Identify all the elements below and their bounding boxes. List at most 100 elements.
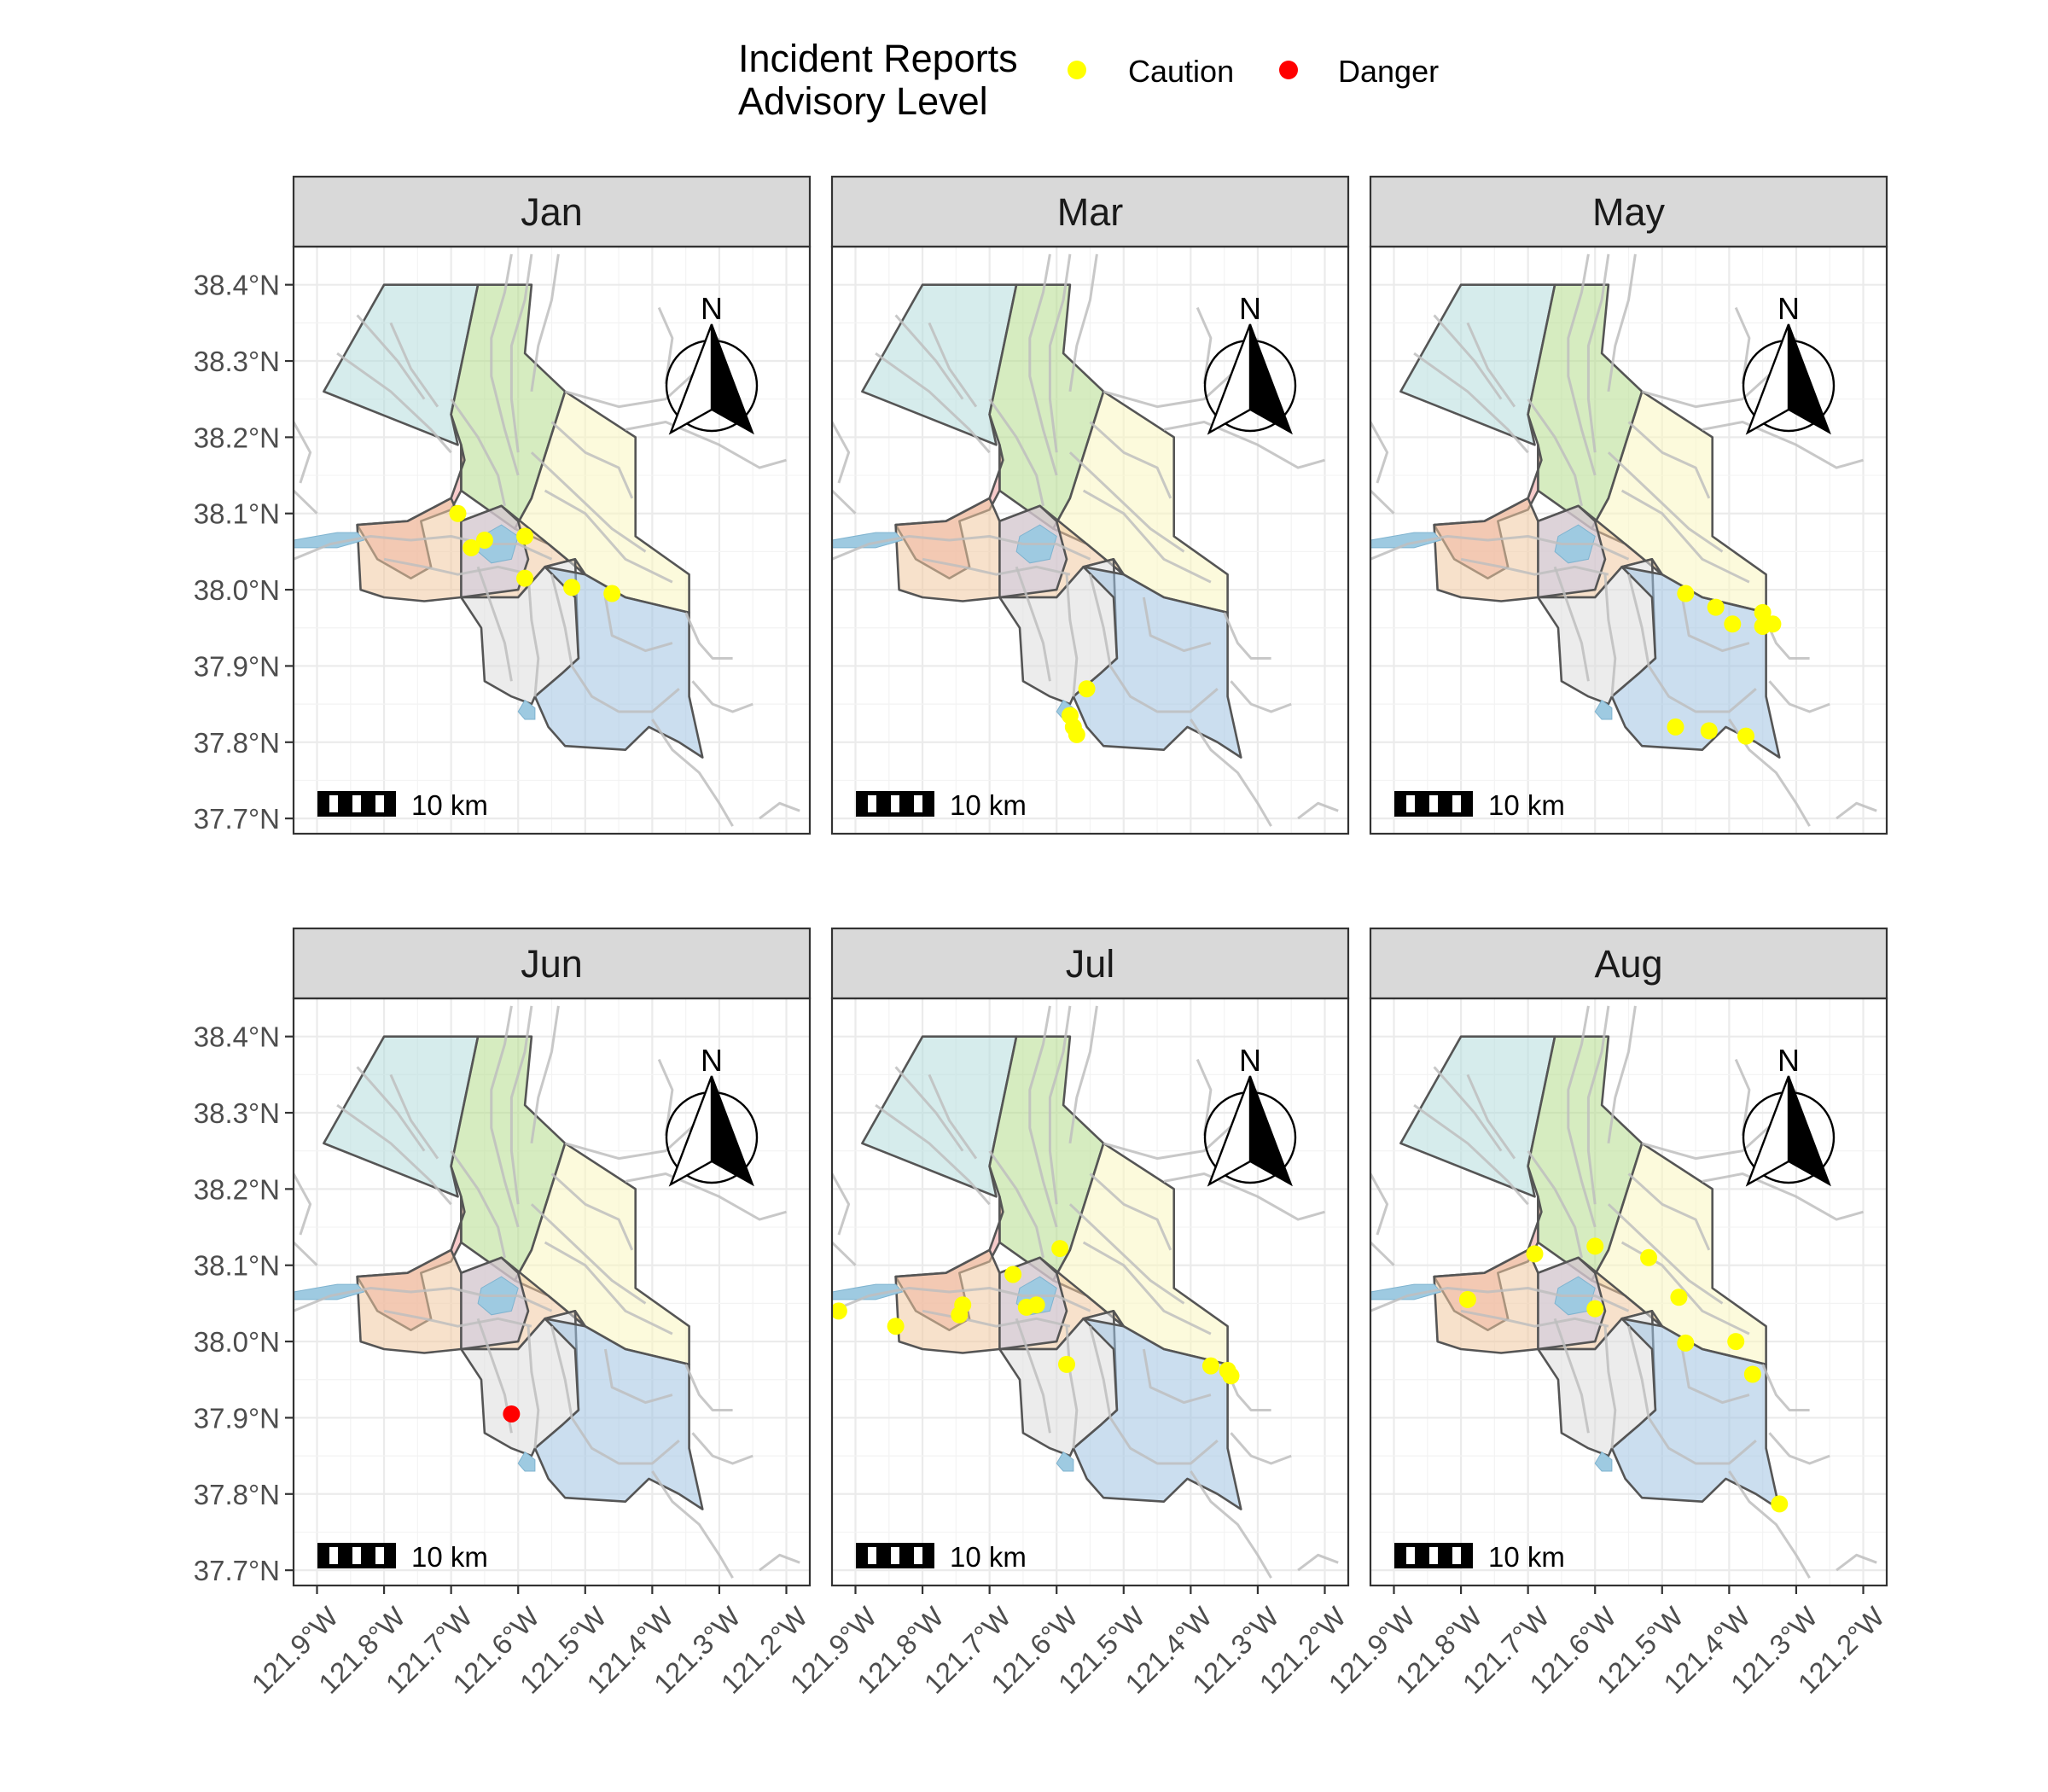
river-line [625, 421, 787, 469]
scale-bar: 10 km [1394, 789, 1565, 821]
panel-border [1369, 997, 1888, 1587]
river-line [1761, 1364, 1810, 1411]
river-line [490, 253, 520, 476]
y-tick-label: 37.9°N [194, 1402, 280, 1434]
river-line [336, 352, 452, 454]
river-line [1028, 253, 1058, 476]
legend-caution-label: Caution [1128, 54, 1234, 89]
river-line [1015, 1318, 1051, 1434]
incident-point-caution [516, 569, 534, 587]
river-line [1028, 1005, 1058, 1228]
river-line [1460, 557, 1609, 576]
river-line [875, 352, 991, 454]
scale-bar-segment [1429, 795, 1438, 812]
panel-border [1369, 245, 1888, 835]
river-line [1413, 1103, 1529, 1206]
river-line [550, 1172, 634, 1251]
incident-point-caution [1078, 680, 1096, 698]
scale-bar: 10 km [1394, 1541, 1565, 1573]
incident-point-caution [1670, 1289, 1688, 1306]
incident-point-caution [1677, 585, 1695, 602]
scale-label: 10 km [411, 1541, 488, 1573]
scale-bar: 10 km [856, 789, 1027, 821]
river-line [1065, 1326, 1079, 1449]
river-line [530, 1005, 560, 1144]
y-tick-label: 37.7°N [194, 1555, 280, 1586]
incident-point-caution [1743, 1365, 1761, 1383]
scale-bar: 10 km [317, 789, 488, 821]
water-body [832, 1283, 904, 1300]
river-line [1082, 489, 1212, 584]
north-arrow: N [1742, 1043, 1836, 1187]
incident-point-caution [1707, 598, 1725, 616]
facet-strip [1369, 175, 1888, 248]
facet-strip [830, 175, 1350, 248]
facet-title: Jul [1066, 942, 1115, 986]
north-arrow-light-half [1745, 323, 1790, 435]
river-line [832, 421, 851, 484]
scale-bar-segment [352, 795, 361, 812]
incident-point-caution [887, 1318, 905, 1335]
river-line [1089, 573, 1219, 713]
north-arrow: N [1203, 1043, 1297, 1187]
river-line [1768, 1432, 1830, 1465]
river-line [1370, 1172, 1389, 1236]
incident-point-caution [1737, 727, 1754, 745]
region-polygon [533, 1318, 704, 1510]
river-line [1702, 421, 1864, 469]
river-line [356, 1066, 426, 1152]
incident-point-caution [449, 504, 467, 522]
river-line [1567, 253, 1597, 476]
river-line [490, 1005, 520, 1228]
river-line [1836, 801, 1877, 820]
scale-label: 10 km [411, 789, 488, 821]
river-line [759, 1553, 800, 1572]
north-arrow-light-half [668, 1075, 713, 1187]
y-tick-label: 37.9°N [194, 650, 280, 682]
river-line [1089, 1172, 1172, 1251]
incident-point-caution [516, 527, 534, 545]
river-line [530, 253, 560, 393]
river-line [684, 1364, 733, 1411]
base-map [294, 253, 800, 827]
incident-points [832, 1240, 1240, 1385]
legend-title-line1: Incident Reports [738, 37, 1018, 80]
scale-label: 10 km [1488, 789, 1565, 821]
incident-point-caution [603, 585, 621, 602]
incident-point-caution [463, 538, 480, 556]
river-line [691, 1432, 753, 1465]
base-map [832, 253, 1339, 827]
incident-point-caution [475, 532, 493, 549]
water-body [517, 1451, 536, 1472]
river-line [1297, 801, 1339, 820]
base-map [1370, 253, 1877, 827]
north-label: N [1777, 1043, 1800, 1078]
region-polygon [1072, 565, 1242, 759]
river-line [1466, 322, 1516, 408]
base-map [1370, 1005, 1877, 1579]
north-label: N [1239, 291, 1261, 326]
incident-points [1667, 585, 1782, 745]
region-polygon [1610, 1318, 1781, 1510]
facet-title: May [1592, 190, 1666, 234]
incident-point-caution [832, 1302, 847, 1320]
panel-border [830, 997, 1350, 1587]
legend: Incident Reports Advisory Level Caution … [738, 37, 1439, 123]
river-line [1370, 535, 1630, 561]
region-polygon [1610, 565, 1781, 759]
river-line [1734, 1058, 1751, 1137]
river-line [1230, 680, 1292, 713]
river-line [550, 1325, 680, 1465]
incident-point-caution [1771, 1495, 1789, 1513]
incident-points [1061, 680, 1096, 743]
incident-point-caution [1700, 722, 1718, 740]
river-line [1068, 253, 1098, 393]
river-line [1620, 489, 1750, 584]
river-line [1702, 1172, 1864, 1221]
legend-caution-marker [1068, 61, 1086, 79]
y-tick-label: 38.3°N [194, 1097, 280, 1129]
scale-bar-segment [329, 795, 338, 812]
river-line [1527, 398, 1583, 507]
scale-bar-segment [868, 1547, 876, 1564]
y-tick-label: 38.4°N [194, 1021, 280, 1053]
